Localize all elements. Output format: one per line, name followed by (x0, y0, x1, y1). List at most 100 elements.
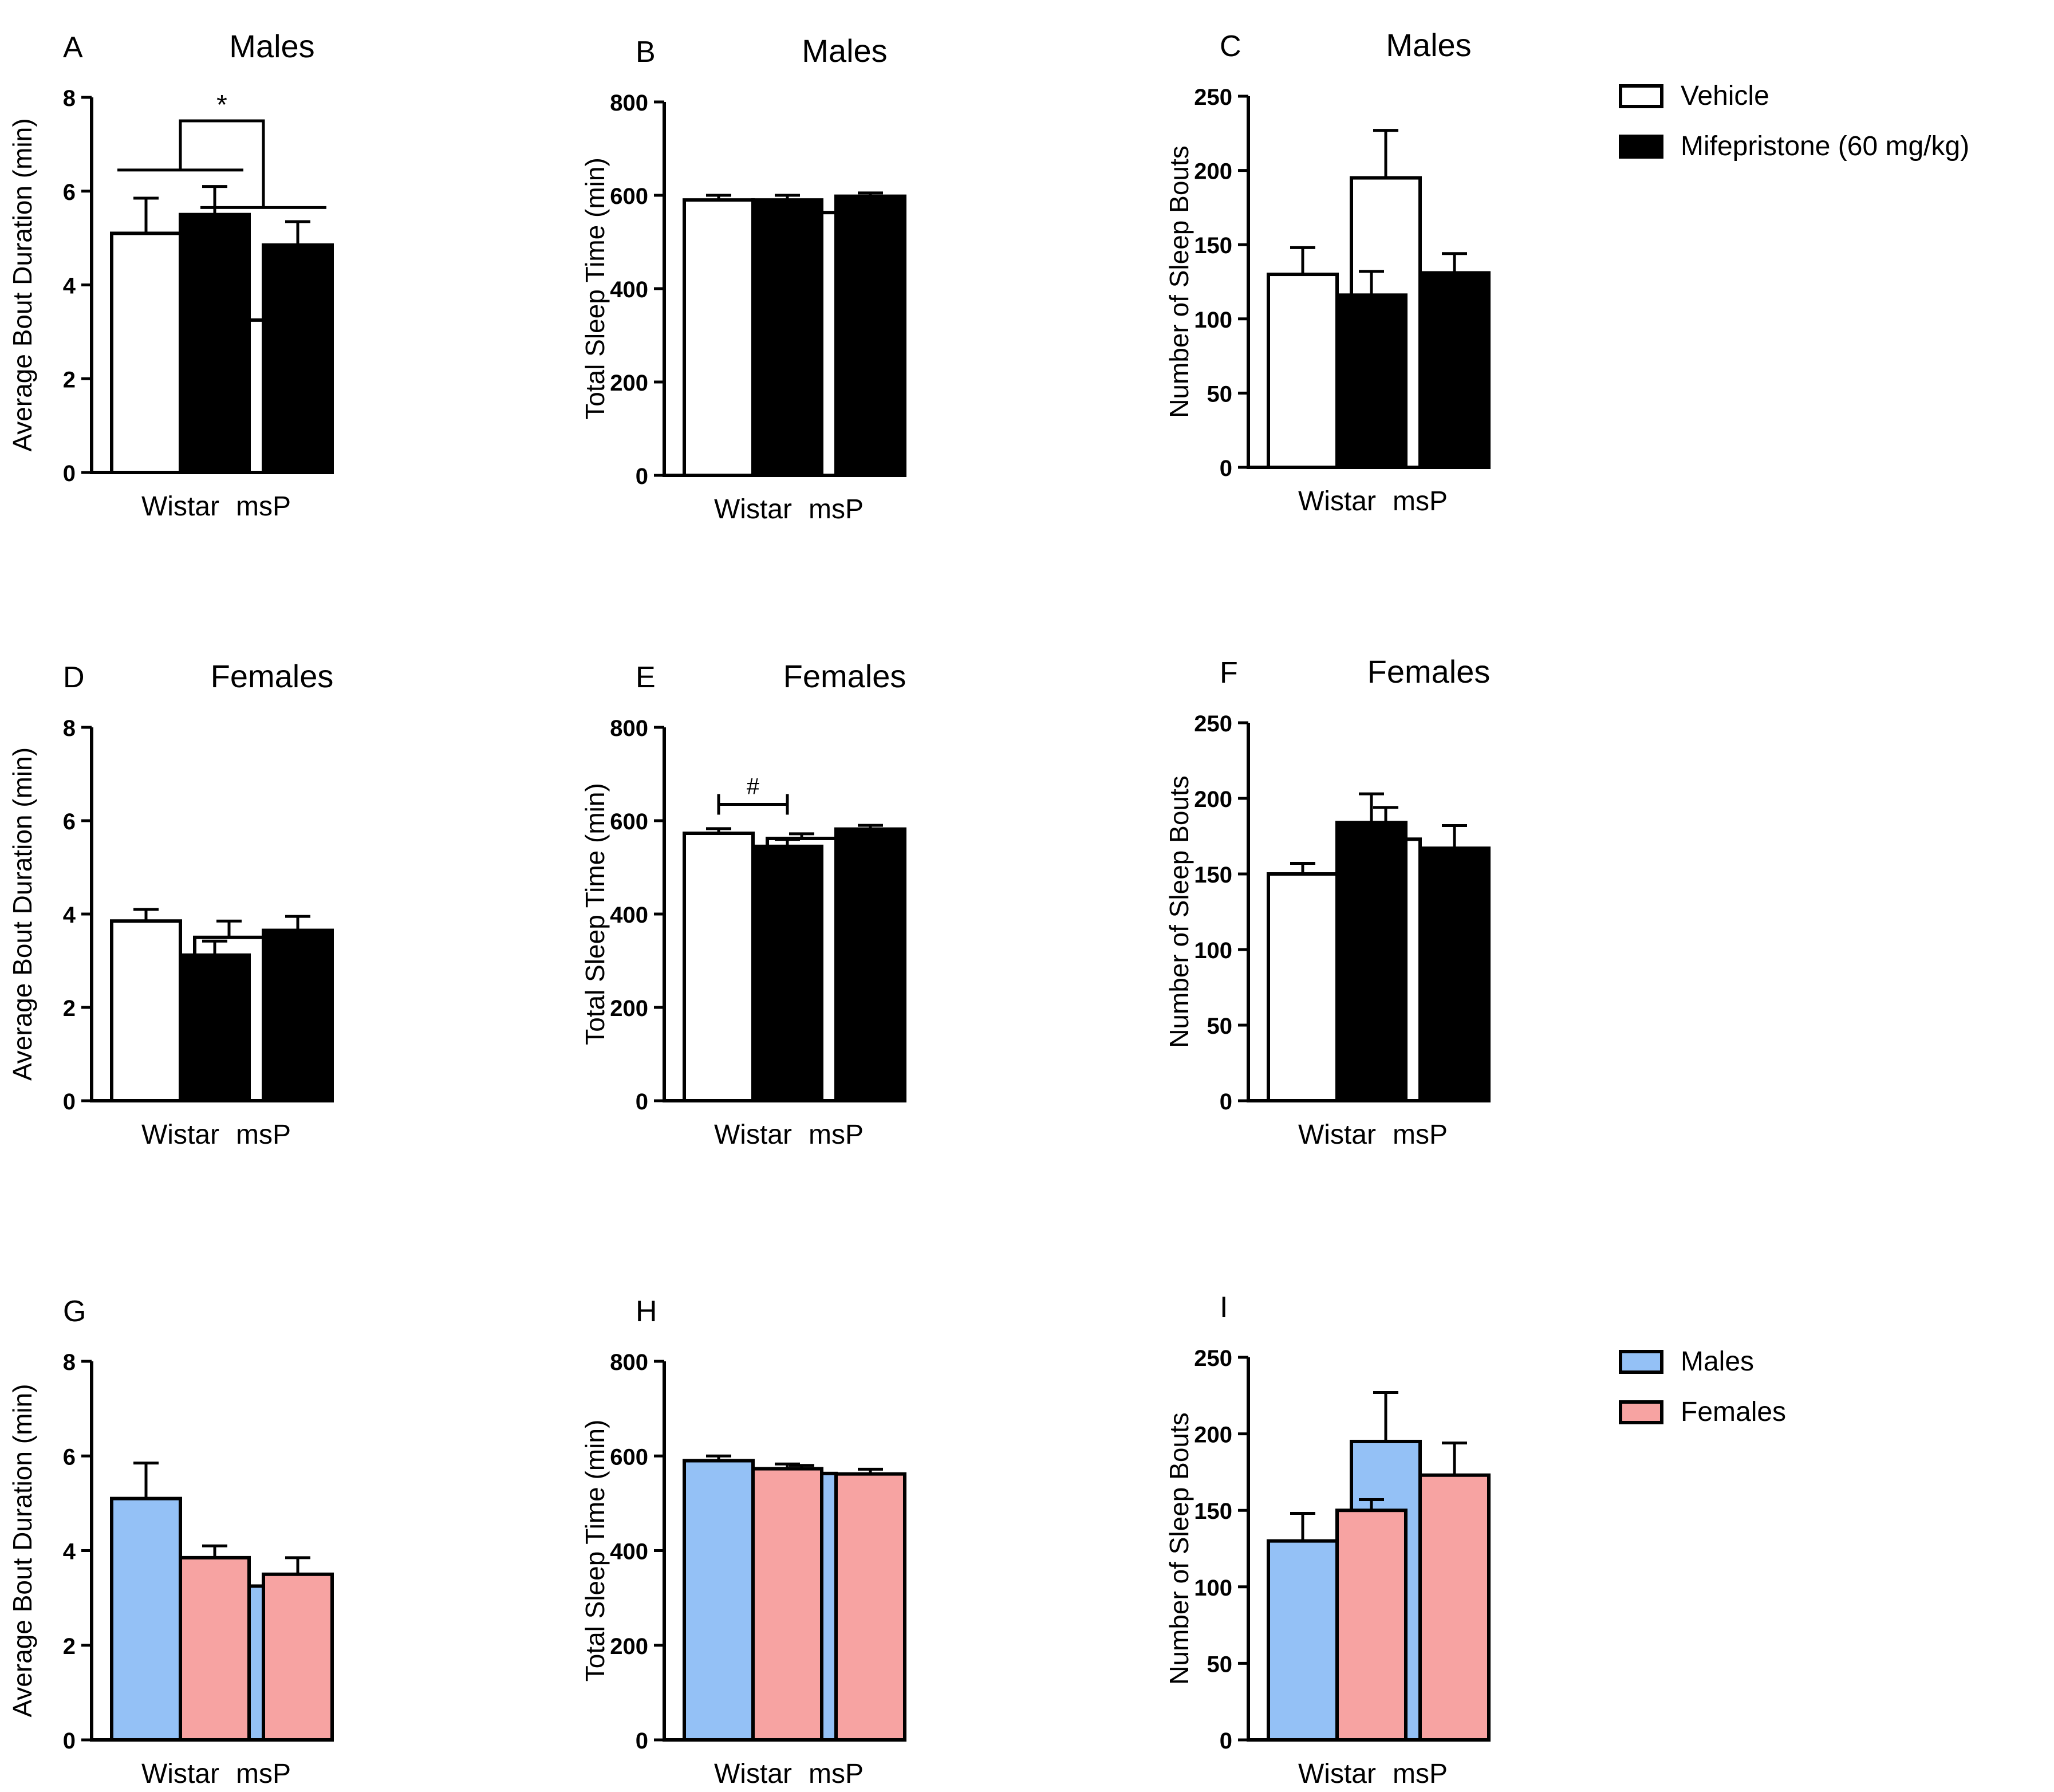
y-tick-label: 600 (610, 809, 648, 834)
y-tick-label: 0 (636, 1089, 648, 1114)
legend-swatch (1619, 84, 1663, 108)
bar-msp-mifepristone-60-mg-kg (262, 243, 334, 474)
panel-letter: I (1220, 1291, 1228, 1324)
y-tick-label: 0 (636, 464, 648, 489)
bar-wistar-vehicle (683, 832, 755, 1102)
y-axis-label: Total Sleep Time (min) (580, 157, 610, 420)
y-tick-label: 100 (1194, 308, 1232, 333)
y-tick-label: 200 (610, 996, 648, 1021)
y-axis-label: Average Bout Duration (min) (7, 747, 37, 1081)
legend-swatch (1619, 1400, 1663, 1424)
y-tick-label: 0 (63, 1728, 76, 1754)
y-axis-label: Number of Sleep Bouts (1164, 775, 1194, 1048)
x-tick-label: Wistar (141, 491, 219, 522)
y-tick-label: 2 (63, 367, 76, 392)
x-tick-label: msP (1393, 486, 1448, 517)
bar-wistar-females (751, 1467, 823, 1742)
y-tick-label: 50 (1207, 1652, 1233, 1677)
x-tick-label: msP (236, 1759, 291, 1789)
panel-letter: C (1220, 30, 1241, 63)
x-tick-label: Wistar (1298, 1759, 1376, 1789)
legend-label: Females (1681, 1397, 1786, 1427)
bar-wistar-mifepristone-60-mg-kg (1335, 821, 1408, 1102)
y-axis-label: Average Bout Duration (min) (7, 1384, 37, 1717)
significance-annotation: * (117, 90, 326, 209)
y-tick-label: 600 (610, 1444, 648, 1470)
panel-letter: E (636, 661, 656, 694)
bar-wistar-females (179, 1555, 251, 1742)
x-tick-label: msP (236, 1120, 291, 1150)
y-tick-label: 400 (610, 277, 648, 302)
bar-wistar-males (110, 1496, 182, 1742)
y-tick-label: 400 (610, 903, 648, 928)
y-tick-label: 6 (63, 1444, 76, 1470)
y-tick-label: 4 (63, 274, 76, 299)
x-tick-label: msP (809, 494, 864, 525)
legend-swatch (1619, 1350, 1663, 1374)
y-tick-label: 8 (63, 1350, 76, 1375)
x-tick-label: msP (1393, 1120, 1448, 1150)
panel-letter: F (1220, 656, 1238, 690)
legend-swatch (1619, 135, 1663, 159)
bar-msp-females (1418, 1473, 1491, 1742)
y-tick-label: 0 (63, 461, 76, 486)
y-tick-label: 600 (610, 184, 648, 209)
x-tick-label: Wistar (714, 494, 792, 525)
chart-title: Females (211, 658, 334, 694)
y-tick-label: 400 (610, 1539, 648, 1565)
panel-letter: B (636, 36, 656, 69)
chart-panel-b: B Males Total Sleep Time (min) 0 200 400 600 80… (580, 33, 906, 525)
legend-1: Vehicle Mifepristone (60 mg/kg) (1619, 81, 1969, 162)
y-axis-label: Number of Sleep Bouts (1164, 1412, 1194, 1685)
y-tick-label: 0 (1220, 1089, 1232, 1114)
chart-panel-h: H Total Sleep Time (min) 0 200 400 600 800 Wist… (580, 1295, 906, 1789)
y-tick-label: 2 (63, 1634, 76, 1659)
panel-letter: G (63, 1295, 86, 1328)
chart-title: Males (802, 33, 887, 69)
y-tick-label: 50 (1207, 1014, 1233, 1039)
bracket-within (717, 794, 789, 815)
bar-wistar-males (1267, 1539, 1339, 1742)
y-axis-label: Total Sleep Time (min) (580, 783, 610, 1045)
x-tick-label: Wistar (714, 1120, 792, 1150)
x-tick-label: msP (1393, 1759, 1448, 1789)
panel-letter: A (63, 31, 83, 64)
bar-wistar-vehicle (110, 231, 182, 474)
chart-panel-a: A Males Average Bout Duration (min) 0 2 4 6 8 Wi… (7, 28, 334, 522)
significance-label: * (216, 90, 227, 120)
x-tick-label: Wistar (141, 1120, 219, 1150)
y-tick-label: 200 (1194, 1423, 1232, 1448)
chart-title: Males (229, 28, 314, 64)
y-tick-label: 8 (63, 86, 76, 111)
y-axis-label: Total Sleep Time (min) (580, 1420, 610, 1682)
panel-letter: H (636, 1295, 657, 1328)
chart-panel-e: E Females Total Sleep Time (min) 0 200 400 600… (580, 658, 906, 1150)
legend-label: Males (1681, 1346, 1754, 1377)
bar-msp-mifepristone-60-mg-kg (834, 827, 906, 1103)
y-tick-label: 800 (610, 716, 648, 741)
bar-wistar-females (1335, 1509, 1408, 1742)
chart-title: Females (783, 658, 906, 694)
y-tick-label: 150 (1194, 233, 1232, 258)
y-tick-label: 800 (610, 90, 648, 116)
legend-2: Males Females (1619, 1346, 1786, 1427)
y-tick-label: 0 (1220, 1728, 1232, 1754)
bar-msp-females (834, 1472, 906, 1742)
y-tick-label: 100 (1194, 938, 1232, 963)
y-tick-label: 2 (63, 996, 76, 1021)
bar-msp-mifepristone-60-mg-kg (1418, 846, 1491, 1102)
x-tick-label: msP (809, 1120, 864, 1150)
bar-wistar-mifepristone-60-mg-kg (1335, 293, 1408, 469)
legend-label: Vehicle (1681, 81, 1769, 111)
bar-msp-mifepristone-60-mg-kg (262, 928, 334, 1103)
y-tick-label: 6 (63, 809, 76, 834)
y-tick-label: 0 (1220, 456, 1232, 481)
y-tick-label: 4 (63, 1539, 76, 1565)
chart-panel-i: I Number of Sleep Bouts 0 50 100 150 200 250 Wis… (1164, 1291, 1491, 1789)
x-tick-label: msP (809, 1759, 864, 1789)
y-tick-label: 250 (1194, 85, 1232, 110)
bar-msp-mifepristone-60-mg-kg (834, 194, 906, 477)
chart-title: Females (1367, 653, 1491, 690)
bar-wistar-mifepristone-60-mg-kg (751, 844, 823, 1102)
y-tick-label: 8 (63, 716, 76, 741)
